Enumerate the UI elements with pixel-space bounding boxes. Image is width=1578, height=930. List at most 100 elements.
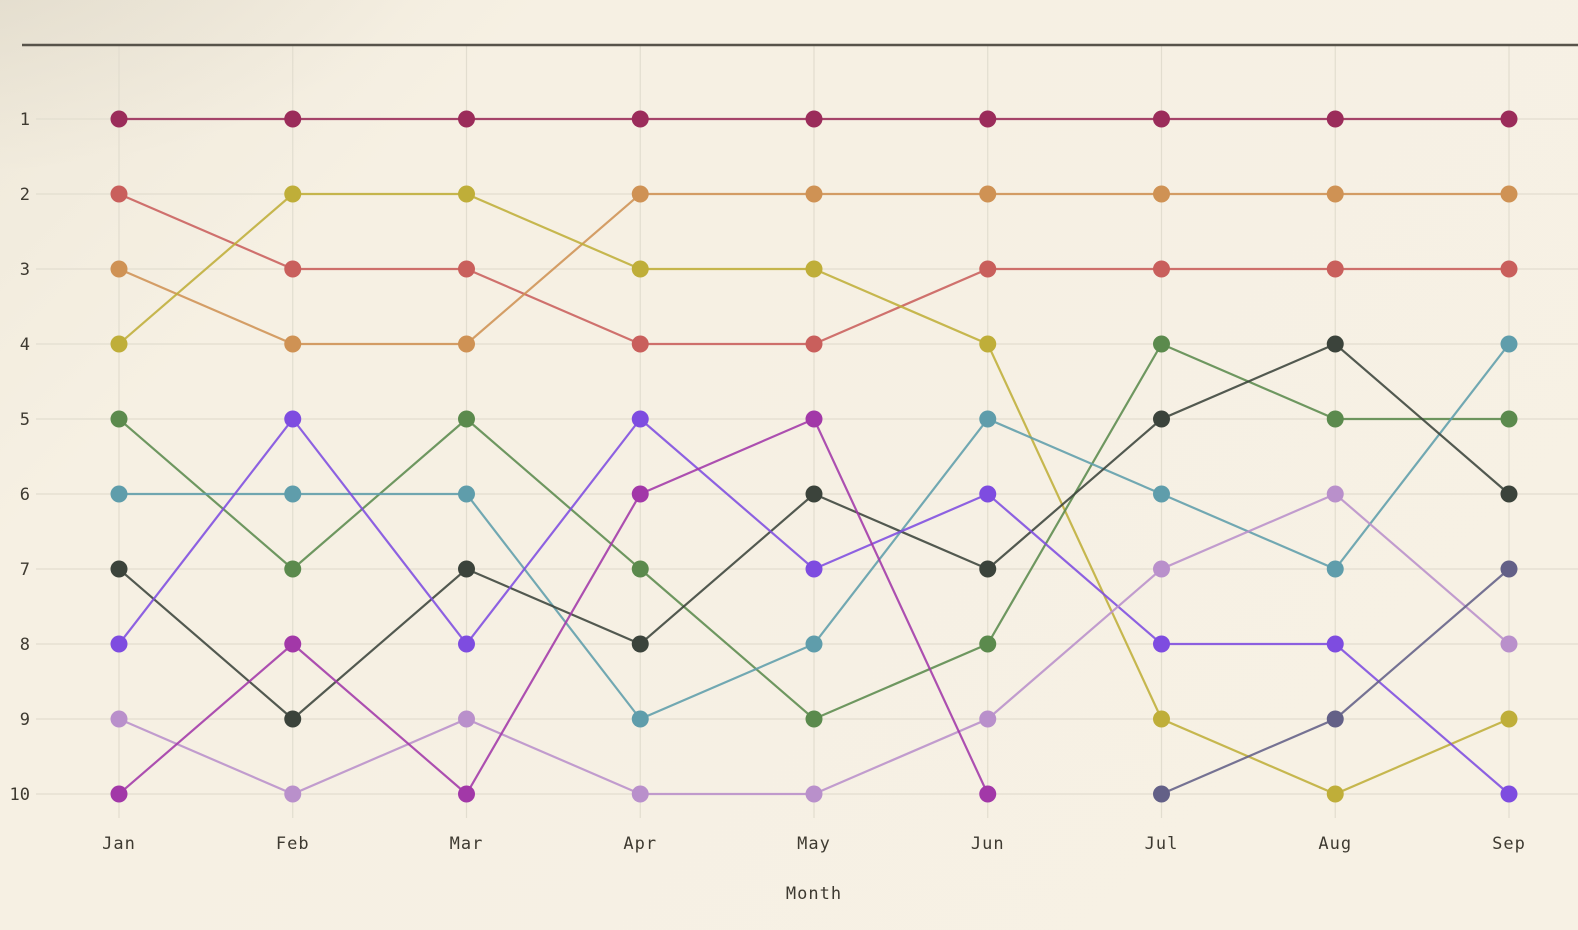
data-point-series-salmon-Sep (1500, 260, 1518, 278)
data-point-series-lavender-May (805, 785, 823, 803)
data-point-series-violet-Apr (631, 410, 649, 428)
data-point-series-orange-Mar (458, 335, 475, 353)
data-point-series-violet-Sep (1500, 785, 1518, 803)
y-tick-label: 7 (20, 560, 30, 580)
data-point-series-green-Jan (110, 410, 128, 428)
data-point-series-charcoal-May (805, 485, 823, 503)
data-point-series-teal-May (805, 635, 823, 653)
data-point-series-maroon-Aug (1326, 110, 1344, 128)
data-point-series-charcoal-Apr (631, 635, 649, 653)
data-point-series-green-Sep (1500, 410, 1518, 428)
data-point-series-olive-Jul (1153, 710, 1170, 728)
data-point-series-slate-Aug (1326, 710, 1344, 728)
y-tick-label: 10 (10, 785, 30, 805)
data-point-series-maroon-Jun (979, 110, 997, 128)
data-point-series-olive-Jun (979, 335, 997, 353)
data-point-series-lavender-Mar (458, 710, 475, 728)
y-tick-label: 1 (20, 110, 30, 130)
x-tick-label: Mar (450, 834, 484, 854)
y-tick-label: 3 (20, 260, 30, 280)
data-point-series-maroon-Sep (1500, 110, 1518, 128)
data-point-series-salmon-Mar (458, 260, 475, 278)
data-point-series-teal-Jan (110, 485, 128, 503)
data-point-series-violet-Mar (458, 635, 475, 653)
data-point-series-magenta-Mar (458, 785, 475, 803)
data-point-series-green-Aug (1326, 410, 1344, 428)
data-point-series-maroon-Apr (631, 110, 649, 128)
data-point-series-salmon-Aug (1326, 260, 1344, 278)
data-point-series-green-May (805, 710, 823, 728)
data-point-series-orange-Jun (979, 185, 997, 203)
data-point-series-maroon-Jul (1153, 110, 1170, 128)
x-axis-title: Month (785, 884, 843, 904)
data-point-series-orange-Feb (284, 335, 302, 353)
data-point-series-magenta-Apr (631, 485, 649, 503)
data-point-series-teal-Feb (284, 485, 302, 503)
y-tick-label: 9 (20, 710, 30, 730)
y-tick-label: 2 (20, 185, 30, 205)
x-tick-label: Jun (971, 834, 1005, 854)
data-point-series-maroon-Mar (458, 110, 475, 128)
data-point-series-charcoal-Sep (1500, 485, 1518, 503)
data-point-series-magenta-May (805, 410, 823, 428)
data-point-series-charcoal-Mar (458, 560, 475, 578)
data-point-series-lavender-Feb (284, 785, 302, 803)
data-point-series-lavender-Jun (979, 710, 997, 728)
data-point-series-orange-Sep (1500, 185, 1518, 203)
x-tick-label: Jul (1145, 834, 1179, 854)
y-tick-label: 8 (20, 635, 30, 655)
data-point-series-salmon-May (805, 335, 823, 353)
data-point-series-violet-May (805, 560, 823, 578)
data-point-series-salmon-Feb (284, 260, 302, 278)
data-point-series-orange-Jan (110, 260, 128, 278)
data-point-series-charcoal-Feb (284, 710, 302, 728)
series-line-series-magenta (118, 417, 989, 796)
x-tick-label: Feb (276, 834, 310, 854)
data-point-series-salmon-Jun (979, 260, 997, 278)
y-tick-label: 4 (20, 335, 30, 355)
data-point-series-salmon-Jul (1153, 260, 1170, 278)
data-point-series-teal-Apr (631, 710, 649, 728)
data-point-series-green-Jun (979, 635, 997, 653)
data-point-series-magenta-Feb (284, 635, 302, 653)
data-point-series-violet-Feb (284, 410, 302, 428)
data-point-series-teal-Sep (1500, 335, 1518, 353)
data-point-series-violet-Aug (1326, 635, 1344, 653)
data-point-series-maroon-May (805, 110, 823, 128)
data-point-series-green-Apr (631, 560, 649, 578)
data-point-series-maroon-Jan (110, 110, 128, 128)
y-tick-label: 5 (20, 410, 30, 430)
data-point-series-lavender-Apr (631, 785, 649, 803)
data-point-series-olive-Apr (631, 260, 649, 278)
data-point-series-charcoal-Aug (1326, 335, 1344, 353)
data-point-series-magenta-Jun (979, 785, 997, 803)
data-point-series-orange-May (805, 185, 823, 203)
data-point-series-charcoal-Jul (1153, 410, 1170, 428)
data-point-series-lavender-Jul (1153, 560, 1170, 578)
data-point-series-olive-May (805, 260, 823, 278)
data-point-series-salmon-Jan (110, 185, 128, 203)
x-tick-label: May (797, 834, 831, 854)
data-point-series-salmon-Apr (631, 335, 649, 353)
x-tick-label: Sep (1492, 834, 1526, 854)
data-point-series-violet-Jun (979, 485, 997, 503)
data-point-series-charcoal-Jan (110, 560, 128, 578)
data-point-series-olive-Mar (458, 185, 475, 203)
data-point-series-olive-Jan (110, 335, 128, 353)
data-point-series-teal-Mar (458, 485, 475, 503)
data-point-series-orange-Aug (1326, 185, 1344, 203)
data-point-series-teal-Jun (979, 410, 997, 428)
data-point-series-lavender-Sep (1500, 635, 1518, 653)
data-point-series-orange-Jul (1153, 185, 1170, 203)
data-point-series-green-Feb (284, 560, 302, 578)
data-point-series-green-Mar (458, 410, 475, 428)
y-tick-label: 6 (20, 485, 30, 505)
data-point-series-violet-Jul (1153, 635, 1170, 653)
x-tick-label: Apr (623, 834, 657, 854)
data-point-series-slate-Jul (1153, 785, 1170, 803)
data-point-series-olive-Feb (284, 185, 302, 203)
data-point-series-orange-Apr (631, 185, 649, 203)
data-point-series-teal-Aug (1326, 560, 1344, 578)
